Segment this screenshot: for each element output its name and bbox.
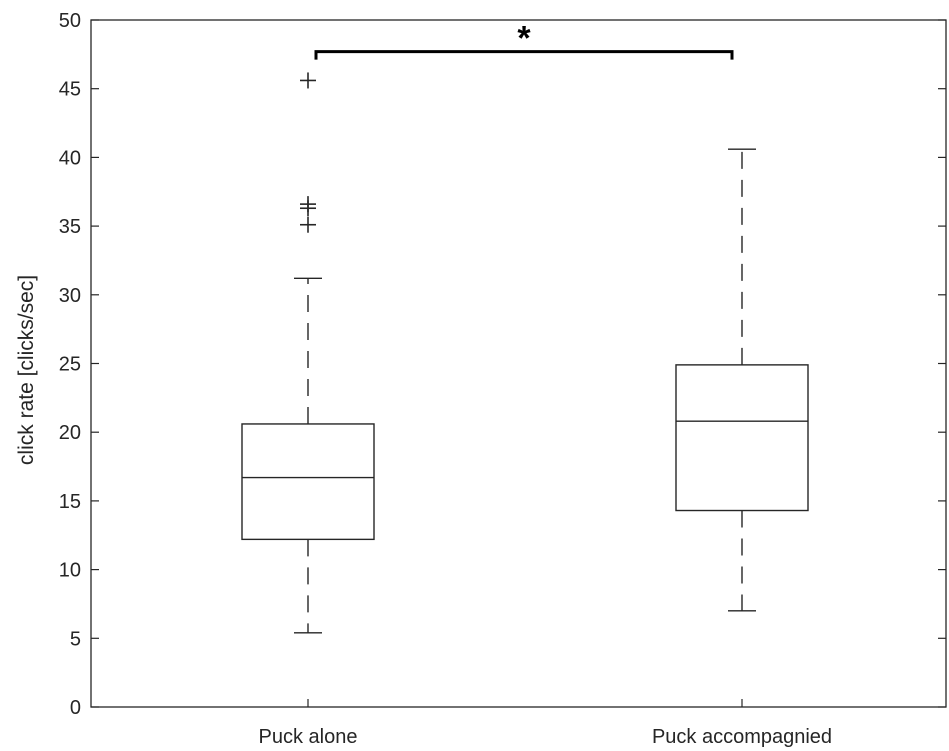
significance-annotation: * (314, 20, 734, 60)
significance-star: * (517, 20, 531, 58)
interquartile-box (241, 423, 375, 541)
x-axis-ticks: Puck alone Puck accompagnied (259, 699, 832, 748)
outlier-marker (300, 196, 316, 213)
plot-frame (90, 19, 947, 708)
y-tick-label: 0 (70, 697, 81, 719)
significance-bracket (314, 50, 734, 60)
y-axis-label: click rate [clicks/sec] (15, 275, 38, 465)
y-tick-label: 5 (70, 628, 81, 650)
box-series (241, 72, 809, 634)
outlier-marker (300, 216, 316, 233)
box-2 (675, 148, 809, 612)
y-tick-label: 10 (59, 560, 81, 582)
y-tick-label: 50 (59, 10, 81, 32)
outlier-marker (300, 72, 316, 89)
y-tick-label: 40 (59, 147, 81, 169)
y-tick-label: 15 (59, 491, 81, 513)
x-tick-label: Puck alone (259, 726, 358, 748)
y-tick-label: 35 (59, 216, 81, 238)
y-tick-label: 20 (59, 422, 81, 444)
x-tick-label: Puck accompagnied (652, 726, 832, 748)
interquartile-box (675, 364, 809, 512)
y-tick-label: 45 (59, 79, 81, 101)
y-axis-ticks: 0 5 10 15 20 25 30 35 40 45 50 (59, 10, 946, 719)
plot-axes (90, 19, 947, 708)
box-1 (241, 72, 375, 634)
y-tick-label: 30 (59, 285, 81, 307)
y-tick-label: 25 (59, 354, 81, 376)
